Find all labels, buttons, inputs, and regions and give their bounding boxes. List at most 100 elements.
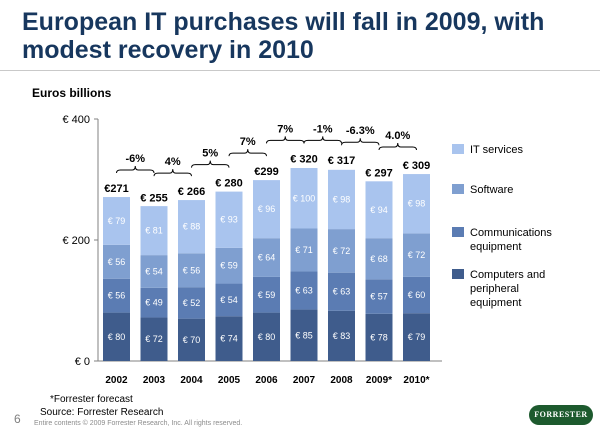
total-label: € 297: [365, 167, 393, 179]
segment-value-label: € 98: [408, 199, 426, 209]
bar-segment: [103, 312, 130, 361]
total-label: € 280: [215, 178, 243, 190]
y-tick-label: € 0: [75, 356, 90, 368]
bar-segment: [215, 283, 243, 317]
segment-value-label: € 59: [258, 290, 276, 300]
bar-segment: [403, 233, 430, 277]
segment-value-label: € 56: [183, 265, 201, 275]
bar-segment: [215, 316, 243, 361]
growth-brace: [378, 143, 417, 151]
bar-segment: [215, 191, 243, 248]
bar-segment: [290, 309, 318, 361]
growth-brace: [303, 136, 342, 144]
segment-value-label: € 70: [183, 335, 201, 345]
total-label: € 266: [178, 186, 206, 198]
bar-segment: [365, 279, 393, 314]
bar-segment: [328, 229, 355, 273]
segment-value-label: € 80: [108, 332, 126, 342]
bar-segment: [365, 313, 393, 361]
bar-segment: [253, 180, 280, 239]
segment-value-label: € 56: [108, 291, 126, 301]
segment-value-label: € 60: [408, 290, 426, 300]
segment-value-label: € 96: [258, 204, 276, 214]
bar-segment: [328, 169, 355, 230]
x-tick-label: 2006: [255, 375, 278, 386]
segment-value-label: € 81: [145, 226, 163, 236]
segment-value-label: € 57: [370, 292, 388, 302]
growth-label: 7%: [277, 123, 293, 135]
segment-value-label: € 78: [370, 332, 388, 342]
legend-label: IT services: [470, 144, 523, 156]
segment-value-label: € 93: [220, 215, 238, 225]
total-label: € 320: [290, 153, 318, 165]
forrester-logo: FORRESTER: [529, 405, 593, 425]
bar-segment: [140, 255, 168, 288]
bar-segment: [178, 287, 205, 319]
bar-segment: [103, 278, 130, 313]
segment-value-label: € 72: [333, 246, 351, 256]
bar-segment: [140, 206, 168, 256]
bar-segment: [253, 238, 280, 277]
segment-value-label: € 71: [295, 245, 313, 255]
segment-value-label: € 80: [258, 332, 276, 342]
copyright-notice: Entire contents © 2009 Forrester Researc…: [34, 420, 243, 427]
segment-value-label: € 49: [145, 298, 163, 308]
growth-label: -6%: [125, 153, 145, 165]
x-tick-label: 2008: [330, 375, 353, 386]
segment-value-label: € 54: [145, 266, 163, 276]
growth-brace: [153, 169, 192, 177]
bar-segment: [178, 253, 205, 288]
segment-value-label: € 88: [183, 222, 201, 232]
total-label: € 255: [140, 193, 168, 205]
bar-segment: [365, 238, 393, 280]
page-title: European IT purchases will fall in 2009,…: [22, 8, 545, 64]
legend-label: Communications equipment: [470, 227, 552, 253]
bar-segment: [215, 247, 243, 284]
bar-segment: [178, 200, 205, 254]
forecast-footnote: *Forrester forecast: [50, 394, 133, 405]
segment-value-label: € 74: [220, 334, 238, 344]
legend-swatch: [452, 269, 464, 279]
legend-label: Computers and peripheral equipment: [470, 269, 545, 309]
segment-value-label: € 52: [183, 298, 201, 308]
y-tick-label: € 400: [62, 114, 90, 126]
segment-value-label: € 59: [220, 261, 238, 271]
total-label: € 309: [403, 160, 431, 172]
bar-segment: [140, 317, 168, 361]
bar-segment: [328, 272, 355, 311]
segment-value-label: € 79: [108, 216, 126, 226]
segment-value-label: € 54: [220, 295, 238, 305]
x-tick-label: 2004: [180, 375, 203, 386]
bar-segment: [328, 310, 355, 361]
growth-brace: [266, 136, 305, 144]
growth-brace: [341, 138, 380, 146]
growth-label: -6.3%: [346, 125, 375, 137]
segment-value-label: € 100: [293, 193, 316, 203]
x-tick-label: 2007: [293, 375, 316, 386]
bar-segment: [290, 168, 318, 229]
bar-segment: [290, 271, 318, 310]
growth-label: -1%: [313, 123, 333, 135]
source-note: Source: Forrester Research: [40, 407, 164, 418]
bar-segment: [178, 318, 205, 361]
segment-value-label: € 94: [370, 205, 388, 215]
growth-brace: [116, 166, 155, 174]
segment-value-label: € 83: [333, 331, 351, 341]
total-label: € 317: [328, 155, 356, 167]
x-tick-label: 2005: [218, 375, 241, 386]
growth-label: 4.0%: [385, 130, 410, 142]
segment-value-label: € 72: [145, 334, 163, 344]
growth-brace: [228, 149, 267, 157]
title-divider: [0, 70, 600, 71]
bar-segment: [253, 312, 280, 361]
segment-value-label: € 64: [258, 253, 276, 263]
legend-swatch: [452, 184, 464, 194]
legend-label: Software: [470, 184, 513, 196]
growth-label: 4%: [165, 156, 181, 168]
x-tick-label: 2003: [143, 375, 166, 386]
segment-value-label: € 98: [333, 194, 351, 204]
bar-segment: [365, 181, 393, 239]
bar-segment: [403, 174, 430, 234]
x-tick-label: 2009*: [366, 375, 392, 386]
